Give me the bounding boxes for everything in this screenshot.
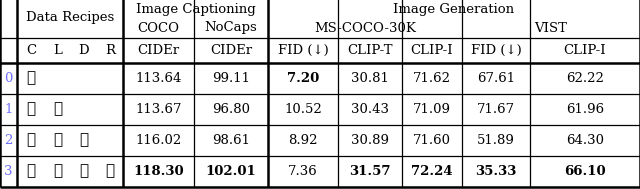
Text: 99.11: 99.11 bbox=[212, 72, 250, 85]
Text: 30.43: 30.43 bbox=[351, 103, 389, 116]
Text: 98.61: 98.61 bbox=[212, 134, 250, 147]
Text: 2: 2 bbox=[4, 134, 13, 147]
Text: ✓: ✓ bbox=[106, 164, 115, 178]
Text: ✓: ✓ bbox=[79, 133, 88, 147]
Text: 67.61: 67.61 bbox=[477, 72, 515, 85]
Text: 10.52: 10.52 bbox=[284, 103, 322, 116]
Text: NoCaps: NoCaps bbox=[205, 22, 257, 35]
Text: FID (↓): FID (↓) bbox=[278, 44, 328, 57]
Text: CIDEr: CIDEr bbox=[138, 44, 180, 57]
Text: 7.20: 7.20 bbox=[287, 72, 319, 85]
Text: COCO: COCO bbox=[138, 22, 179, 35]
Text: R: R bbox=[105, 44, 115, 57]
Text: 61.96: 61.96 bbox=[566, 103, 604, 116]
Text: 71.60: 71.60 bbox=[413, 134, 451, 147]
Text: 31.57: 31.57 bbox=[349, 165, 391, 178]
Text: C: C bbox=[26, 44, 36, 57]
Text: 7.36: 7.36 bbox=[288, 165, 318, 178]
Text: CLIP-T: CLIP-T bbox=[348, 44, 393, 57]
Text: FID (↓): FID (↓) bbox=[470, 44, 522, 57]
Text: 30.81: 30.81 bbox=[351, 72, 389, 85]
Text: ✓: ✓ bbox=[53, 164, 63, 178]
Text: 113.64: 113.64 bbox=[135, 72, 182, 85]
Text: 8.92: 8.92 bbox=[288, 134, 317, 147]
Text: 71.09: 71.09 bbox=[413, 103, 451, 116]
Text: Image Generation: Image Generation bbox=[394, 4, 515, 16]
Text: 118.30: 118.30 bbox=[133, 165, 184, 178]
Text: CLIP-I: CLIP-I bbox=[411, 44, 453, 57]
Text: Image Captioning: Image Captioning bbox=[136, 4, 255, 16]
Text: 116.02: 116.02 bbox=[136, 134, 182, 147]
Text: D: D bbox=[79, 44, 90, 57]
Text: MS-COCO-30K: MS-COCO-30K bbox=[314, 22, 416, 35]
Text: 64.30: 64.30 bbox=[566, 134, 604, 147]
Text: 35.33: 35.33 bbox=[476, 165, 516, 178]
Text: 30.89: 30.89 bbox=[351, 134, 389, 147]
Text: CLIP-I: CLIP-I bbox=[564, 44, 606, 57]
Text: 71.62: 71.62 bbox=[413, 72, 451, 85]
Text: 96.80: 96.80 bbox=[212, 103, 250, 116]
Text: 0: 0 bbox=[4, 72, 13, 85]
Text: 66.10: 66.10 bbox=[564, 165, 606, 178]
Text: ✓: ✓ bbox=[53, 133, 63, 147]
Text: ✓: ✓ bbox=[26, 71, 36, 85]
Text: CIDEr: CIDEr bbox=[210, 44, 252, 57]
Text: 71.67: 71.67 bbox=[477, 103, 515, 116]
Text: 1: 1 bbox=[4, 103, 13, 116]
Text: ✓: ✓ bbox=[26, 164, 36, 178]
Text: 3: 3 bbox=[4, 165, 13, 178]
Text: ✓: ✓ bbox=[53, 102, 63, 116]
Text: 102.01: 102.01 bbox=[205, 165, 257, 178]
Text: 113.67: 113.67 bbox=[135, 103, 182, 116]
Text: ✓: ✓ bbox=[26, 102, 36, 116]
Text: 62.22: 62.22 bbox=[566, 72, 604, 85]
Text: 51.89: 51.89 bbox=[477, 134, 515, 147]
Text: ✓: ✓ bbox=[79, 164, 88, 178]
Text: ✓: ✓ bbox=[26, 133, 36, 147]
Text: VIST: VIST bbox=[534, 22, 568, 35]
Text: Data Recipes: Data Recipes bbox=[26, 12, 114, 25]
Text: 72.24: 72.24 bbox=[411, 165, 453, 178]
Text: L: L bbox=[54, 44, 63, 57]
